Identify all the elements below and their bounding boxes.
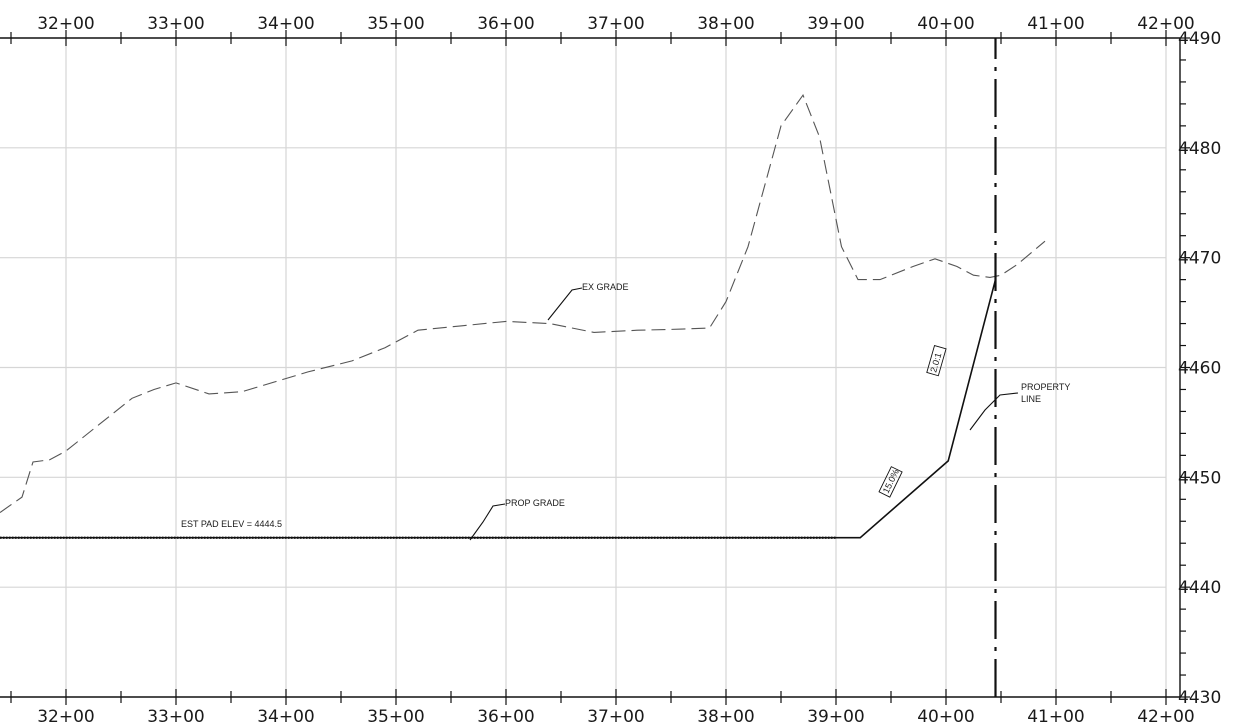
grid-lines (0, 38, 1167, 697)
x-tick-label-top: 42+00 (1137, 14, 1195, 34)
x-tick-label-bottom: 40+00 (917, 707, 975, 727)
y-tick-label: 4470 (1178, 249, 1221, 269)
y-tick-label: 4430 (1178, 688, 1221, 708)
y-tick-label: 4440 (1178, 578, 1221, 598)
x-tick-label-top: 32+00 (37, 14, 95, 34)
x-tick-label-top: 35+00 (367, 14, 425, 34)
ex-grade-line (0, 93, 1046, 513)
property-line-label-2: LINE (1021, 394, 1041, 404)
prop-grade-leader (469, 503, 506, 541)
property-line-leader (969, 392, 1019, 431)
property-line-label-1: PROPERTY (1021, 382, 1070, 392)
pad-elev-label: EST PAD ELEV = 4444.5 (181, 519, 282, 529)
x-tick-label-top: 36+00 (477, 14, 535, 34)
x-tick-label-top: 40+00 (917, 14, 975, 34)
x-tick-label-top: 37+00 (587, 14, 645, 34)
x-tick-label-bottom: 36+00 (477, 707, 535, 727)
y-tick-label: 4480 (1178, 139, 1221, 159)
x-tick-label-top: 34+00 (257, 14, 315, 34)
x-tick-label-bottom: 42+00 (1137, 707, 1195, 727)
x-tick-label-top: 39+00 (807, 14, 865, 34)
x-tick-label-bottom: 33+00 (147, 707, 205, 727)
x-tick-label-bottom: 34+00 (257, 707, 315, 727)
ex-grade-label: EX GRADE (582, 282, 629, 292)
y-tick-label: 4450 (1178, 468, 1221, 488)
x-tick-label-bottom: 32+00 (37, 707, 95, 727)
x-tick-label-bottom: 37+00 (587, 707, 645, 727)
x-tick-label-bottom: 35+00 (367, 707, 425, 727)
x-tick-label-bottom: 38+00 (697, 707, 755, 727)
x-tick-label-top: 41+00 (1027, 14, 1085, 34)
slope-box-lower (878, 466, 903, 498)
y-tick-label: 4460 (1178, 359, 1221, 379)
ex-grade-leader (547, 287, 583, 321)
x-tick-label-top: 33+00 (147, 14, 205, 34)
x-tick-label-bottom: 39+00 (807, 707, 865, 727)
x-tick-label-top: 38+00 (697, 14, 755, 34)
prop-grade-label: PROP GRADE (505, 498, 565, 508)
x-tick-label-bottom: 41+00 (1027, 707, 1085, 727)
tick-labels: 32+00 32+00 33+00 33+00 34+00 34+00 35+00 35+00… (37, 14, 1221, 727)
slope-box-upper (926, 344, 947, 377)
data-series (0, 38, 1046, 697)
axes (0, 30, 1190, 705)
y-tick-label: 4490 (1178, 29, 1221, 49)
